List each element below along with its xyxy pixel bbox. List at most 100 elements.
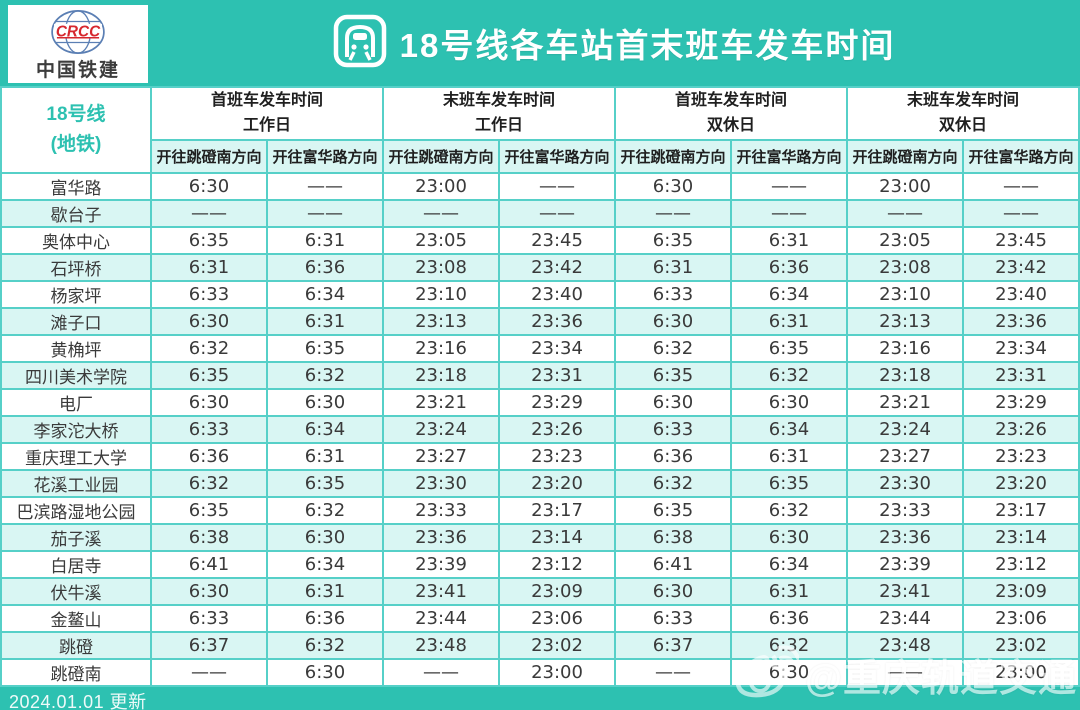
direction-header-cell: 开往富华路方向 [962, 139, 1080, 174]
time-cell: 23:36 [498, 307, 616, 336]
time-cell: 23:08 [382, 253, 500, 282]
time-cell: 23:24 [382, 415, 500, 444]
table-row: 白居寺 6:41 6:34 23:39 23:12 6:41 6:34 23:39 23:12 [0, 550, 1080, 579]
time-cell: —— [846, 658, 964, 687]
table-row: 李家沱大桥 6:33 6:34 23:24 23:26 6:33 6:34 23:24 23:2… [0, 415, 1080, 444]
time-cell: 6:30 [614, 388, 732, 417]
direction-header-cell: 开往富华路方向 [730, 139, 848, 174]
time-cell: 23:42 [962, 253, 1080, 282]
station-name-cell: 茄子溪 [0, 523, 152, 552]
time-cell: 6:30 [614, 577, 732, 606]
time-cell: 23:18 [382, 361, 500, 390]
station-name-cell: 跳磴 [0, 631, 152, 660]
time-cell: 23:23 [498, 442, 616, 471]
time-cell: —— [150, 658, 268, 687]
line-label: 18号线 [46, 103, 106, 125]
time-cell: 23:10 [846, 280, 964, 309]
time-cell: 6:41 [614, 550, 732, 579]
time-cell: 6:30 [730, 523, 848, 552]
time-cell: —— [266, 172, 384, 201]
time-cell: 23:36 [382, 523, 500, 552]
time-cell: 23:40 [962, 280, 1080, 309]
time-cell: —— [614, 658, 732, 687]
time-cell: 23:39 [846, 550, 964, 579]
time-cell: 6:35 [150, 361, 268, 390]
station-name-cell: 重庆理工大学 [0, 442, 152, 471]
time-cell: 6:30 [266, 523, 384, 552]
time-cell: 6:32 [150, 334, 268, 363]
table-row: 茄子溪 6:38 6:30 23:36 23:14 6:38 6:30 23:36 23:14 [0, 523, 1080, 552]
time-cell: 6:30 [614, 172, 732, 201]
table-row: 富华路 6:30 —— 23:00 —— 6:30 —— 23:00 —— [0, 172, 1080, 201]
time-cell: 23:34 [962, 334, 1080, 363]
time-cell: —— [614, 199, 732, 228]
station-name-cell: 李家沱大桥 [0, 415, 152, 444]
time-cell: 23:00 [846, 172, 964, 201]
station-name-cell: 电厂 [0, 388, 152, 417]
station-name-cell: 巴滨路湿地公园 [0, 496, 152, 525]
table-row: 歇台子 —— —— —— —— —— —— —— —— [0, 199, 1080, 228]
time-cell: 6:30 [150, 577, 268, 606]
station-name-cell: 石坪桥 [0, 253, 152, 282]
time-cell: 23:00 [962, 658, 1080, 687]
time-cell: 6:41 [150, 550, 268, 579]
time-cell: —— [266, 199, 384, 228]
time-cell: 6:30 [614, 307, 732, 336]
time-cell: 6:30 [730, 658, 848, 687]
time-cell: 23:21 [846, 388, 964, 417]
time-cell: 6:33 [614, 604, 732, 633]
time-cell: 6:32 [614, 469, 732, 498]
time-cell: 6:36 [150, 442, 268, 471]
station-name-cell: 白居寺 [0, 550, 152, 579]
time-cell: —— [730, 172, 848, 201]
table-row: 石坪桥 6:31 6:36 23:08 23:42 6:31 6:36 23:08 23:42 [0, 253, 1080, 282]
time-cell: 6:30 [266, 658, 384, 687]
table-row: 奥体中心 6:35 6:31 23:05 23:45 6:35 6:31 23:05 23:45 [0, 226, 1080, 255]
time-cell: 23:36 [846, 523, 964, 552]
time-cell: 6:32 [266, 496, 384, 525]
time-cell: 23:27 [382, 442, 500, 471]
time-cell: 6:36 [266, 604, 384, 633]
time-cell: 23:12 [498, 550, 616, 579]
time-cell: 23:02 [962, 631, 1080, 660]
page-title: 18号线各车站首末班车发车时间 [399, 27, 896, 64]
time-cell: —— [498, 199, 616, 228]
time-cell: 23:31 [498, 361, 616, 390]
time-cell: 23:33 [846, 496, 964, 525]
time-cell: 23:13 [846, 307, 964, 336]
time-cell: 23:41 [846, 577, 964, 606]
footer-bar: 2024.01.01 更新 [0, 687, 1080, 710]
group-header-cell: 末班车发车时间 工作日 [382, 86, 616, 141]
direction-header-cell: 开往富华路方向 [266, 139, 384, 174]
table-row: 四川美术学院 6:35 6:32 23:18 23:31 6:35 6:32 23:18 23:… [0, 361, 1080, 390]
time-cell: 6:34 [730, 550, 848, 579]
time-cell: 6:35 [614, 496, 732, 525]
station-name-cell: 花溪工业园 [0, 469, 152, 498]
time-cell: 6:31 [730, 442, 848, 471]
station-name-cell: 跳磴南 [0, 658, 152, 687]
time-cell: 23:20 [498, 469, 616, 498]
time-cell: 23:44 [846, 604, 964, 633]
table-row: 花溪工业园 6:32 6:35 23:30 23:20 6:32 6:35 23:30 23:2… [0, 469, 1080, 498]
time-cell: 6:33 [150, 415, 268, 444]
time-cell: 6:35 [150, 496, 268, 525]
time-cell: —— [962, 172, 1080, 201]
time-cell: 23:33 [382, 496, 500, 525]
time-cell: 23:29 [962, 388, 1080, 417]
time-cell: 23:30 [846, 469, 964, 498]
group-header-cell: 首班车发车时间 工作日 [150, 86, 384, 141]
time-cell: 23:14 [962, 523, 1080, 552]
time-cell: 6:37 [614, 631, 732, 660]
time-cell: 6:32 [730, 631, 848, 660]
time-cell: 6:33 [150, 280, 268, 309]
time-cell: 6:31 [150, 253, 268, 282]
time-cell: 6:31 [730, 577, 848, 606]
update-date: 2024.01.01 更新 [9, 692, 147, 710]
table-row: 跳磴南 —— 6:30 —— 23:00 —— 6:30 —— 23:00 [0, 658, 1080, 687]
time-cell: 6:38 [150, 523, 268, 552]
svg-text:CRCC: CRCC [56, 23, 101, 40]
time-cell: 23:21 [382, 388, 500, 417]
time-cell: 23:48 [382, 631, 500, 660]
direction-header-cell: 开往跳磴南方向 [846, 139, 964, 174]
time-cell: 23:18 [846, 361, 964, 390]
